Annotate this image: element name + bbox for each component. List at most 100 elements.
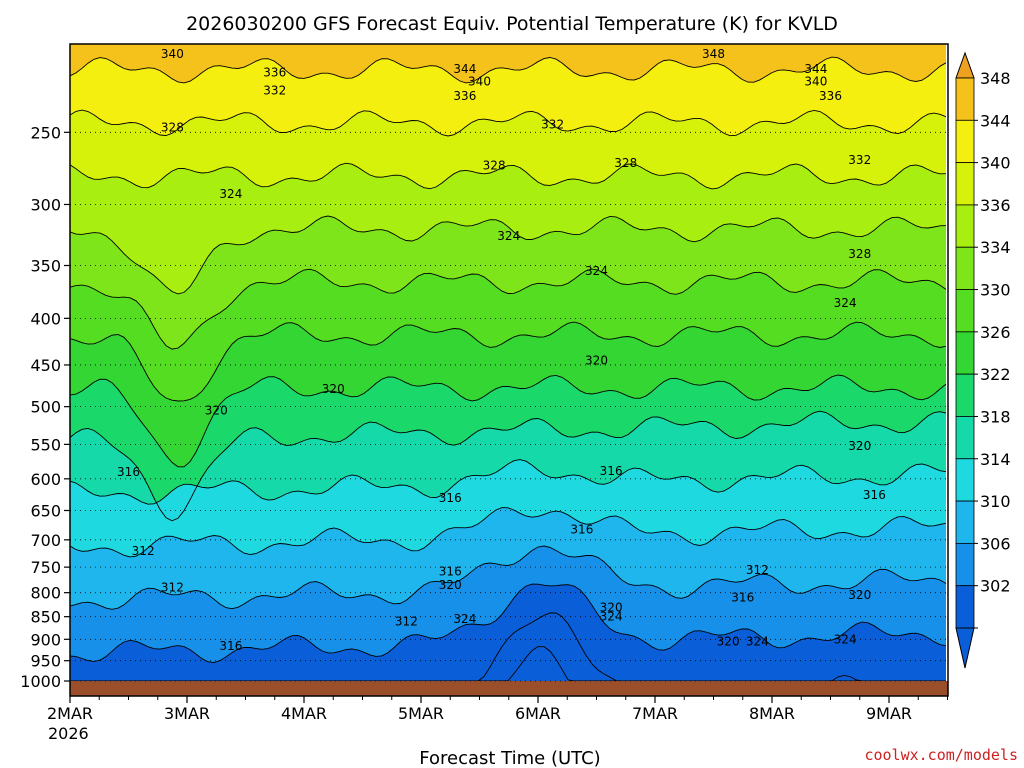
x-axis: 2MAR 3MAR 4MAR 5MAR 6MAR 7MAR 8MAR 9MAR — [47, 696, 948, 723]
x-tick-label: 9MAR — [866, 704, 912, 723]
contour-label: 324 — [600, 610, 623, 624]
theta-e-bands — [70, 44, 946, 681]
y-tick-label: 550 — [30, 435, 61, 454]
contour-label: 340 — [468, 75, 491, 89]
colorbar-swatch — [955, 373, 975, 417]
theta-e-band — [70, 411, 946, 521]
contour-label: 320 — [848, 439, 871, 453]
y-tick-label: 400 — [30, 309, 61, 328]
credit-link[interactable]: coolwx.com/models — [864, 746, 1018, 764]
contour-line — [70, 459, 947, 505]
theta-e-band — [70, 110, 946, 189]
contour-label: 316 — [570, 523, 593, 537]
y-tick-label: 850 — [30, 608, 61, 627]
contour-label: 324 — [497, 229, 520, 243]
y-tick-label: 750 — [30, 558, 61, 577]
y-tick-label: 800 — [30, 584, 61, 603]
contour-line — [70, 56, 947, 84]
colorbar-swatch — [955, 246, 975, 290]
contour-line — [70, 410, 947, 522]
colorbar-swatch — [955, 500, 975, 544]
theta-e-band — [70, 163, 946, 294]
contour-line — [70, 507, 947, 558]
theta-e-band — [70, 57, 946, 136]
contour-label: 340 — [161, 47, 184, 61]
contour-label: 332 — [263, 84, 286, 98]
colorbar-label: 326 — [980, 323, 1011, 342]
colorbar-label: 344 — [980, 111, 1011, 130]
colorbar-label: 318 — [980, 407, 1011, 426]
contour-label: 320 — [585, 354, 608, 368]
ground-strip — [70, 681, 948, 696]
x-year-label: 2026 — [48, 724, 89, 743]
contour-line — [70, 215, 947, 295]
colorbar-swatch — [955, 289, 975, 333]
contour-label: 320 — [322, 382, 345, 396]
contour-line — [70, 268, 947, 350]
colorbar-swatch — [955, 542, 975, 587]
colorbar-swatch — [955, 204, 975, 248]
colorbar-swatch — [955, 458, 975, 502]
theta-e-band — [70, 375, 946, 521]
contour-label: 332 — [541, 117, 564, 131]
contour-label: 324 — [834, 296, 857, 310]
contour-label: 336 — [819, 89, 842, 103]
colorbar-label: 336 — [980, 196, 1011, 215]
contour-label: 328 — [614, 156, 637, 170]
theta-e-band — [70, 459, 946, 557]
contour-label: 312 — [132, 544, 155, 558]
contour-label: 320 — [439, 578, 462, 592]
contour-label: 320 — [848, 588, 871, 602]
contour-label: 328 — [848, 247, 871, 261]
contour-label: 324 — [746, 634, 769, 648]
x-tick-label: 5MAR — [398, 704, 444, 723]
x-tick-label: 6MAR — [515, 704, 561, 723]
y-tick-label: 500 — [30, 398, 61, 417]
y-tick-label: 250 — [30, 123, 61, 142]
contour-label: 316 — [439, 564, 462, 578]
x-axis-title: Forecast Time (UTC) — [419, 748, 600, 768]
colorbar-swatch — [955, 416, 975, 460]
colorbar-label: 322 — [980, 365, 1011, 384]
contour-line — [70, 162, 947, 190]
contour-label: 316 — [219, 639, 242, 653]
colorbar-swatch — [955, 119, 975, 164]
contour-label: 344 — [804, 62, 827, 76]
theta-e-band — [70, 507, 946, 610]
theta-e-band — [70, 216, 946, 350]
y-tick-label: 600 — [30, 470, 61, 489]
contour-label: 348 — [702, 47, 725, 61]
colorbar-label: 334 — [980, 238, 1011, 257]
y-tick-label: 1000 — [20, 672, 61, 691]
contour-label: 312 — [395, 614, 418, 628]
x-tick-label: 3MAR — [164, 704, 210, 723]
contour-label: 336 — [453, 89, 476, 103]
colorbar-swatch — [955, 162, 975, 206]
y-tick-label: 650 — [30, 502, 61, 521]
colorbar-swatch — [955, 331, 975, 375]
contour-label: 324 — [219, 187, 242, 201]
colorbar-label: 330 — [980, 281, 1011, 300]
y-tick-label: 700 — [30, 531, 61, 550]
colorbar-label: 348 — [980, 69, 1011, 88]
contour-line — [70, 109, 947, 137]
contour-label: 324 — [834, 632, 857, 646]
contour-line — [70, 374, 947, 468]
x-tick-label: 2MAR — [47, 704, 93, 723]
x-tick-label: 4MAR — [281, 704, 327, 723]
colorbar-swatch — [955, 77, 975, 121]
contour-line — [70, 583, 947, 663]
contour-label: 316 — [731, 591, 754, 605]
contour-label: 324 — [453, 612, 476, 626]
contour-label: 316 — [439, 491, 462, 505]
colorbar-label: 310 — [980, 492, 1011, 511]
contour-label: 316 — [117, 465, 140, 479]
contour-line — [70, 545, 947, 610]
contour-label: 316 — [863, 488, 886, 502]
theta-e-band — [70, 584, 946, 681]
contour-label: 320 — [717, 634, 740, 648]
contour-label: 316 — [600, 464, 623, 478]
x-tick-label: 8MAR — [749, 704, 795, 723]
